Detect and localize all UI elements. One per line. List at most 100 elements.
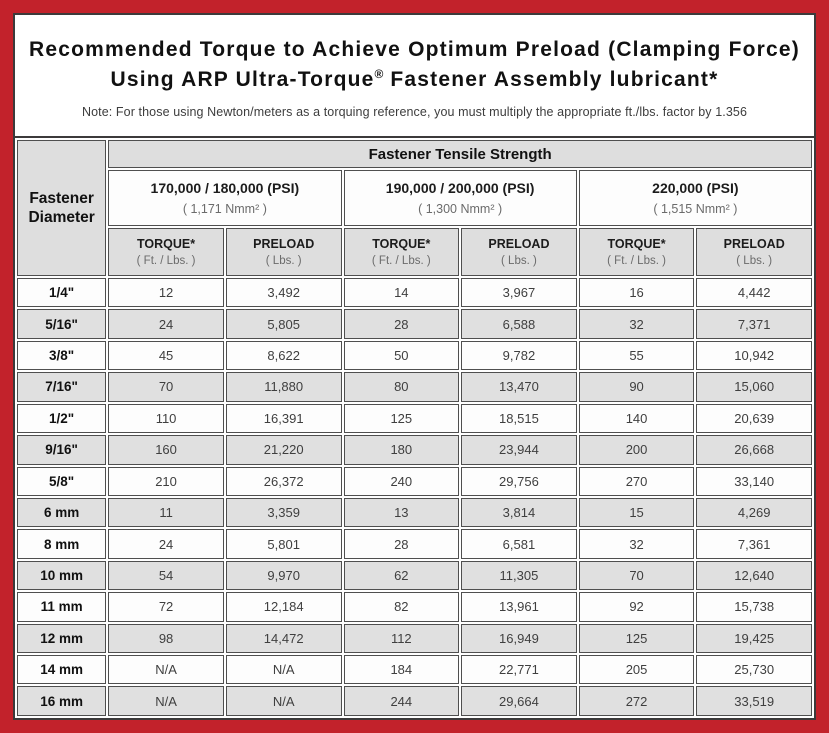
preload-cell: 12,184	[225, 592, 342, 622]
preload-cell: 5,805	[225, 309, 342, 339]
preload-cell: 6,588	[461, 309, 577, 339]
diameter-cell: 1/2"	[17, 403, 107, 434]
preload-cell: 11,305	[461, 560, 577, 591]
preload-cell: 20,639	[696, 403, 812, 434]
torque-cell: 244	[343, 686, 460, 716]
preload-cell: 19,425	[696, 623, 812, 654]
preload-cell: 7,371	[696, 309, 812, 339]
diameter-cell: 14 mm	[17, 655, 107, 685]
torque-column-header: TORQUE* ( Ft. / Lbs. )	[578, 228, 695, 276]
preload-cell: 13,961	[461, 592, 577, 622]
title-line-1: Recommended Torque to Achieve Optimum Pr…	[29, 38, 800, 61]
preload-cell: N/A	[225, 655, 342, 685]
psi-value: 220,000 (PSI)	[652, 180, 739, 196]
torque-cell: 272	[578, 686, 695, 716]
preload-cell: 18,515	[461, 403, 577, 434]
tensile-strength-header: Fastener Tensile Strength	[108, 140, 812, 168]
diameter-cell: 16 mm	[17, 686, 107, 716]
preload-cell: 33,140	[696, 466, 812, 496]
fastener-diameter-header: Fastener Diameter	[17, 140, 107, 276]
preload-cell: 10,942	[696, 340, 812, 371]
preload-cell: N/A	[225, 686, 342, 716]
note-text: Note: For those using Newton/meters as a…	[81, 104, 747, 119]
torque-cell: 200	[578, 435, 695, 465]
preload-cell: 26,372	[225, 466, 342, 496]
torque-cell: 140	[578, 403, 695, 434]
torque-cell: 16	[578, 278, 695, 308]
psi-group-header: 170,000 / 180,000 (PSI) ( 1,171 Nmm² )	[108, 170, 342, 226]
table-row: 8 mm 24 5,801 28 6,581 32 7,361	[17, 529, 812, 559]
preload-cell: 33,519	[696, 686, 812, 716]
preload-cell: 22,771	[461, 655, 577, 685]
preload-cell: 16,949	[461, 623, 577, 654]
column-label: TORQUE*	[607, 237, 666, 251]
torque-cell: 55	[578, 340, 695, 371]
page-title: Recommended Torque to Achieve Optimum Pr…	[15, 35, 814, 96]
psi-value: 170,000 / 180,000 (PSI)	[150, 180, 300, 196]
psi-group-header: 220,000 (PSI) ( 1,515 Nmm² )	[578, 170, 812, 226]
torque-cell: 125	[343, 403, 460, 434]
torque-column-header: TORQUE* ( Ft. / Lbs. )	[343, 228, 460, 276]
torque-cell: 180	[343, 435, 460, 465]
preload-cell: 3,967	[461, 278, 577, 308]
preload-cell: 6,581	[461, 529, 577, 559]
nmm-subtext: ( 1,300 Nmm² )	[418, 202, 503, 216]
torque-column-header: TORQUE* ( Ft. / Lbs. )	[108, 228, 224, 276]
torque-cell: 92	[578, 592, 695, 622]
column-label: PRELOAD	[253, 237, 315, 251]
table-row: 10 mm 54 9,970 62 11,305 70 12,640	[17, 560, 812, 591]
table-row: 14 mm N/A N/A 184 22,771 205 25,730	[17, 655, 812, 685]
torque-cell: 70	[108, 372, 224, 402]
column-unit: ( Ft. / Lbs. )	[607, 255, 666, 267]
title-line-2-end: Fastener Assembly lubricant*	[383, 68, 719, 92]
torque-cell: 72	[108, 592, 224, 622]
torque-cell: 125	[578, 623, 695, 654]
torque-cell: 110	[108, 403, 224, 434]
table-row: 5/16" 24 5,805 28 6,588 32 7,371	[17, 309, 812, 339]
column-unit: ( Lbs. )	[736, 255, 773, 267]
torque-cell: 270	[578, 466, 695, 496]
torque-cell: 13	[343, 497, 460, 528]
preload-cell: 23,944	[461, 435, 577, 465]
torque-cell: 82	[343, 592, 460, 622]
torque-cell: 70	[578, 560, 695, 591]
column-header-row: TORQUE* ( Ft. / Lbs. ) PRELOAD ( Lbs. ) TORQ…	[17, 228, 812, 276]
preload-cell: 14,472	[225, 623, 342, 654]
column-label: TORQUE*	[137, 237, 196, 251]
diameter-cell: 9/16"	[17, 435, 107, 465]
preload-cell: 21,220	[225, 435, 342, 465]
torque-cell: 28	[343, 309, 460, 339]
torque-cell: 50	[343, 340, 460, 371]
preload-cell: 25,730	[696, 655, 812, 685]
preload-cell: 3,814	[461, 497, 577, 528]
torque-cell: 54	[108, 560, 224, 591]
table-row: 1/2" 110 16,391 125 18,515 140 20,639	[17, 403, 812, 434]
torque-cell: 98	[108, 623, 224, 654]
column-unit: ( Lbs. )	[265, 255, 302, 267]
preload-cell: 3,492	[225, 278, 342, 308]
title-line-2: Using ARP Ultra-Torque	[110, 68, 375, 92]
table-row: 9/16" 160 21,220 180 23,944 200 26,668	[17, 435, 812, 465]
table-row: 5/8" 210 26,372 240 29,756 270 33,140	[17, 466, 812, 496]
title-block: Recommended Torque to Achieve Optimum Pr…	[15, 15, 814, 138]
preload-column-header: PRELOAD ( Lbs. )	[461, 228, 577, 276]
torque-cell: 62	[343, 560, 460, 591]
registered-trademark-symbol: ®	[374, 67, 384, 82]
preload-column-header: PRELOAD ( Lbs. )	[225, 228, 342, 276]
torque-cell: 15	[578, 497, 695, 528]
preload-cell: 8,622	[225, 340, 342, 371]
torque-cell: 24	[108, 529, 224, 559]
torque-cell: 210	[108, 466, 224, 496]
preload-cell: 9,970	[225, 560, 342, 591]
diameter-cell: 6 mm	[17, 497, 107, 528]
preload-cell: 7,361	[696, 529, 812, 559]
preload-cell: 15,060	[696, 372, 812, 402]
preload-cell: 26,668	[696, 435, 812, 465]
preload-cell: 29,756	[461, 466, 577, 496]
nmm-subtext: ( 1,171 Nmm² )	[182, 202, 267, 216]
preload-cell: 9,782	[461, 340, 577, 371]
torque-cell: 184	[343, 655, 460, 685]
preload-cell: 3,359	[225, 497, 342, 528]
table-row: 16 mm N/A N/A 244 29,664 272 33,519	[17, 686, 812, 716]
